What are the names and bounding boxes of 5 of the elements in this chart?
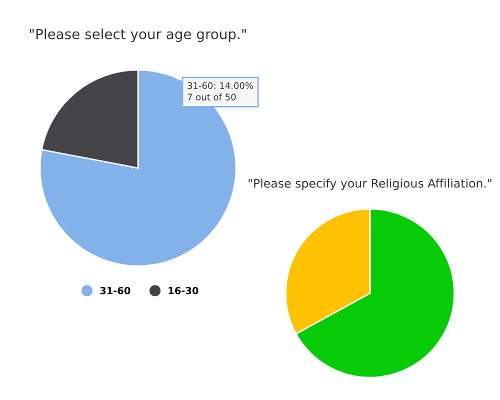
legend-label: 16-30 — [168, 286, 198, 294]
chart-title: "Please select your age group." — [30, 28, 246, 42]
text: 31-60: 14.00% 7 out of 50 — [188, 82, 254, 100]
chart-title: "Please specify your Religious Affiliation." — [248, 178, 492, 190]
legend-label: 31-60 — [100, 286, 130, 294]
